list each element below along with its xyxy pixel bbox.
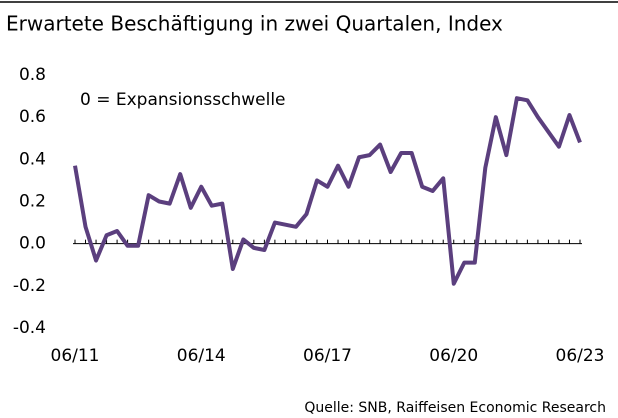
x-tick-label: 06/20: [429, 346, 478, 366]
y-tick-label: -0.2: [13, 276, 46, 296]
y-tick-label: 0.6: [19, 107, 46, 127]
y-tick-label: 0.4: [19, 149, 46, 169]
y-tick-label: 0.0: [19, 234, 46, 254]
y-tick-label: 0.2: [19, 192, 46, 212]
y-tick-label: -0.4: [13, 318, 46, 338]
y-tick-label: 0.8: [19, 65, 46, 85]
x-tick-label: 06/17: [303, 346, 352, 366]
x-tick-label: 06/11: [51, 346, 100, 366]
source: Quelle: SNB, Raiffeisen Economic Researc…: [304, 400, 606, 416]
x-tick-label: 06/14: [177, 346, 226, 366]
annotation: 0 = Expansionsschwelle: [80, 90, 286, 110]
series-line: [73, 96, 582, 286]
chart-title: Erwartete Beschäftigung in zwei Quartale…: [6, 12, 503, 36]
x-tick-label: 06/23: [556, 346, 605, 366]
